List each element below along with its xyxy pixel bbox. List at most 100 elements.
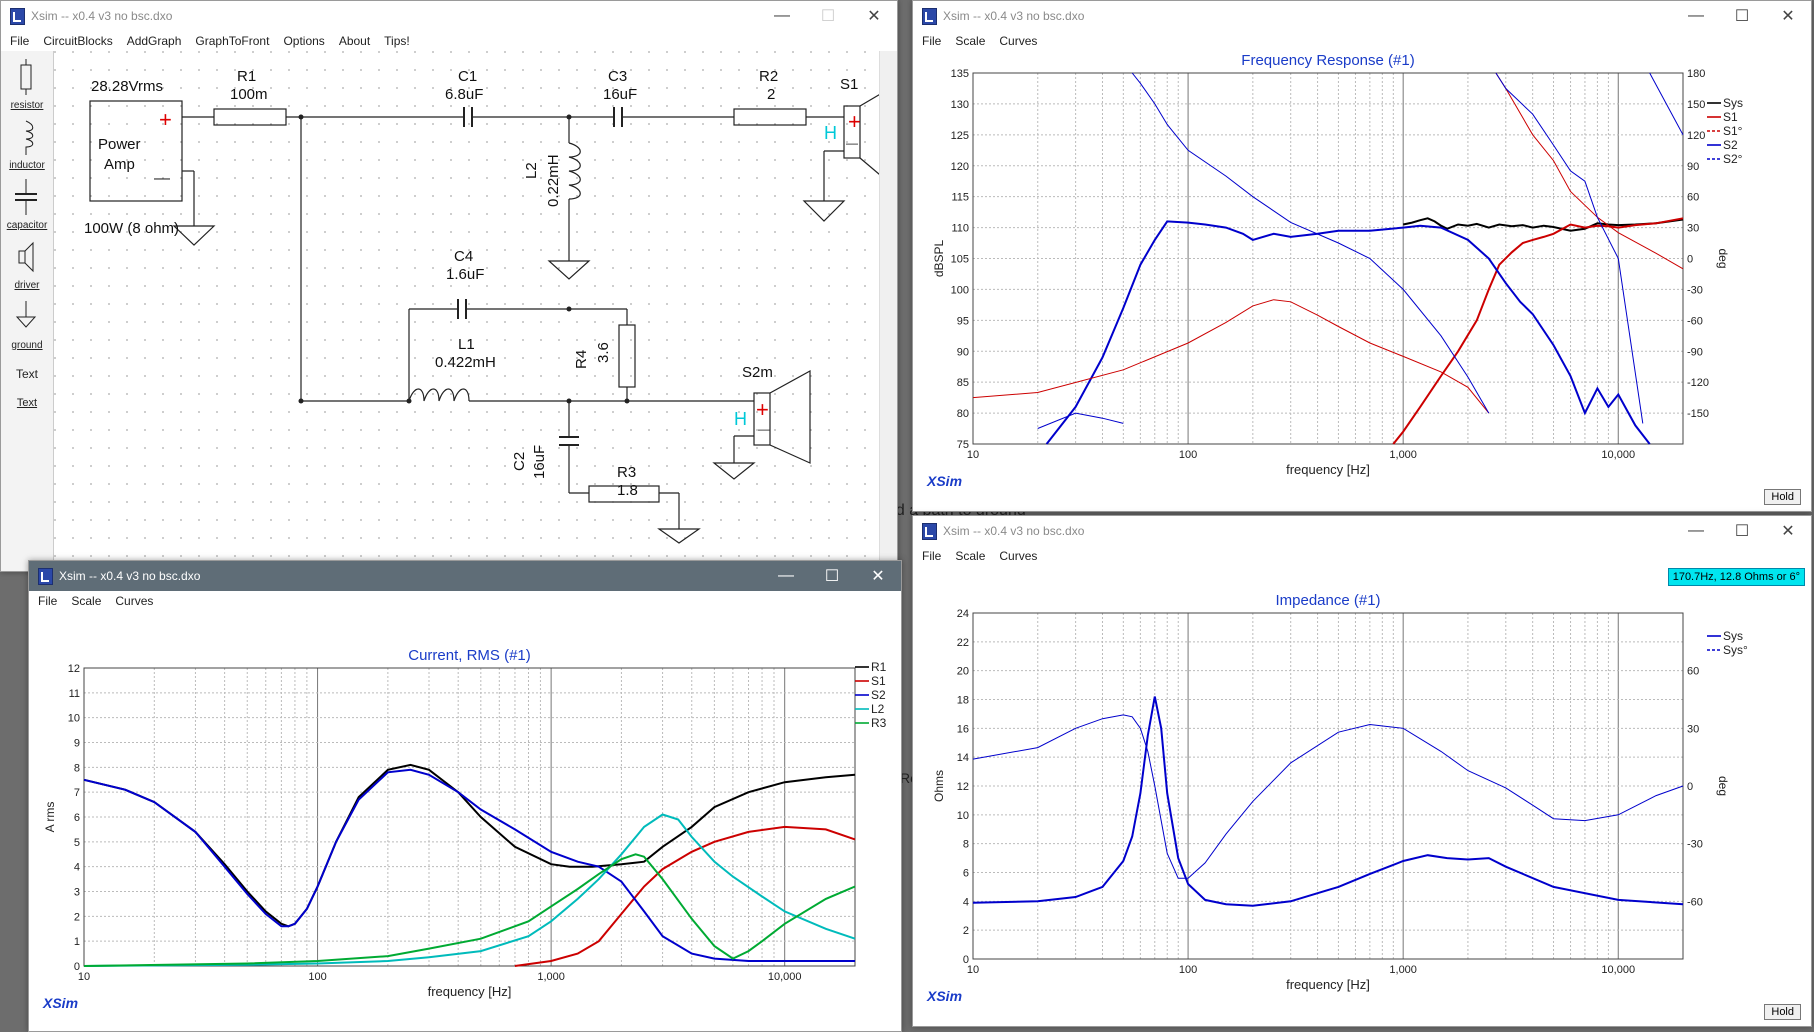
close-button[interactable]: ✕	[1781, 8, 1795, 25]
capacitor-icon	[15, 179, 37, 215]
y-axis-label: A rms	[43, 802, 57, 833]
hold-button[interactable]: Hold	[1764, 1004, 1801, 1020]
menu-graphtofront[interactable]: GraphToFront	[195, 34, 270, 48]
R1-value: 100m	[230, 86, 268, 103]
maximize-button[interactable]: ☐	[1734, 523, 1750, 540]
y-tick-label: 2	[74, 911, 80, 923]
menu-file[interactable]: File	[10, 34, 30, 48]
chart-title: Frequency Response (#1)	[1241, 52, 1414, 69]
L1-symbol[interactable]	[408, 388, 470, 402]
schematic-canvas[interactable]: + + + — — — H H 28.28Vrms Power Amp 100W…	[54, 51, 879, 571]
y2-tick-label: 180	[1687, 68, 1705, 80]
hold-button[interactable]: Hold	[1764, 489, 1801, 505]
minimize-button[interactable]: —	[778, 567, 794, 584]
frequency-response-chart[interactable]: Frequency Response (#1)75808590951001051…	[913, 51, 1811, 511]
x-axis-label: frequency [Hz]	[428, 984, 512, 999]
S2m-symbol[interactable]	[753, 392, 771, 446]
menu-curves[interactable]: Curves	[999, 549, 1038, 563]
tool-resistor[interactable]: resistor	[1, 59, 53, 111]
menu-scale[interactable]: Scale	[955, 34, 986, 48]
menu-file[interactable]: File	[38, 594, 58, 608]
y2-tick-label: 30	[1687, 723, 1699, 735]
legend-label: Sys°	[1723, 643, 1748, 657]
x-tick-label: 100	[1179, 449, 1197, 461]
app-icon	[922, 522, 937, 540]
y-tick-label: 2	[963, 925, 969, 937]
menu-scale[interactable]: Scale	[955, 549, 986, 563]
legend-label: L2	[871, 702, 885, 716]
L2-symbol[interactable]	[568, 142, 581, 200]
vertical-scrollbar[interactable]	[879, 51, 897, 571]
legend-label: Sys	[1723, 96, 1743, 110]
tool-capacitor[interactable]: capacitor	[1, 179, 53, 231]
menu-options[interactable]: Options	[283, 34, 325, 48]
legend-label: S1°	[1723, 124, 1743, 138]
S1-symbol[interactable]	[843, 105, 861, 159]
y-tick-label: 95	[957, 315, 969, 327]
minimize-button[interactable]: —	[774, 7, 790, 24]
S1-name: S1	[840, 76, 858, 93]
polarity-marker: H	[734, 409, 747, 429]
legend-label: S1	[1723, 110, 1738, 124]
R1-name: R1	[237, 68, 256, 85]
source-label-1: Power	[98, 136, 141, 153]
y-tick-label: 24	[957, 608, 969, 620]
maximize-button[interactable]: ☐	[1734, 8, 1750, 25]
menu-curves[interactable]: Curves	[999, 34, 1038, 48]
R3-symbol[interactable]	[588, 485, 660, 503]
x-tick-label: 10	[967, 449, 979, 461]
close-button[interactable]: ✕	[867, 8, 881, 25]
minimize-button[interactable]: —	[1688, 522, 1704, 539]
maximize-button[interactable]: ☐	[824, 568, 840, 585]
y-tick-label: 4	[963, 896, 969, 908]
y2-axis-label: deg	[1716, 776, 1730, 796]
legend-label: S1	[871, 674, 886, 688]
menu-about[interactable]: About	[338, 34, 371, 48]
y-tick-label: 0	[963, 954, 969, 966]
tool-ground[interactable]: ground	[1, 299, 53, 351]
menu-circuitblocks[interactable]: CircuitBlocks	[43, 34, 113, 48]
y-tick-label: 110	[951, 223, 969, 235]
x-tick-label: 10,000	[1601, 964, 1635, 976]
y-tick-label: 105	[951, 254, 969, 266]
title-bar: Xsim -- x0.4 v3 no bsc.dxo — ☐ ✕	[913, 1, 1811, 31]
tool-text-2[interactable]: Text	[16, 397, 38, 409]
tool-text[interactable]: Text	[15, 367, 38, 381]
x-tick-label: 10,000	[768, 971, 802, 983]
close-button[interactable]: ✕	[871, 568, 885, 585]
y-tick-label: 6	[963, 868, 969, 880]
series-line-S2	[83, 768, 855, 962]
source-voltage: 28.28Vrms	[91, 78, 163, 95]
y2-tick-label: 120	[1687, 130, 1705, 142]
frequency-response-window: Xsim -- x0.4 v3 no bsc.dxo — ☐ ✕ File Sc…	[912, 0, 1812, 512]
plus-sign: +	[848, 109, 861, 134]
app-icon	[38, 567, 53, 585]
y-tick-label: 125	[951, 130, 969, 142]
inductor-icon	[25, 120, 34, 155]
menu-file[interactable]: File	[922, 549, 942, 563]
y2-tick-label: 30	[1687, 223, 1699, 235]
impedance-window: Xsim -- x0.4 v3 no bsc.dxo — ☐ ✕ File Sc…	[912, 515, 1812, 1027]
y-tick-label: 85	[957, 377, 969, 389]
minimize-button[interactable]: —	[1688, 7, 1704, 24]
menu-file[interactable]: File	[922, 34, 942, 48]
tool-driver[interactable]: driver	[1, 239, 53, 291]
y2-tick-label: -60	[1687, 896, 1703, 908]
y-tick-label: 10	[68, 713, 80, 725]
S2m-name: S2m	[742, 364, 773, 381]
tool-inductor[interactable]: inductor	[1, 119, 53, 171]
power-amp-body[interactable]	[89, 100, 183, 202]
close-button[interactable]: ✕	[1781, 523, 1795, 540]
menu-addgraph[interactable]: AddGraph	[126, 34, 182, 48]
impedance-chart[interactable]: Impedance (#1)024681012141618202224-60-3…	[913, 566, 1811, 1026]
resistor-icon	[20, 59, 32, 95]
menu-scale[interactable]: Scale	[71, 594, 102, 608]
menu-curves[interactable]: Curves	[115, 594, 154, 608]
y2-tick-label: 60	[1687, 666, 1699, 678]
cursor-readout: 170.7Hz, 12.8 Ohms or 6°	[1667, 568, 1805, 586]
legend-label: R3	[871, 716, 887, 730]
menu-tips[interactable]: Tips!	[384, 34, 410, 48]
y2-tick-label: 150	[1687, 99, 1705, 111]
maximize-button[interactable]: ☐	[820, 8, 836, 25]
